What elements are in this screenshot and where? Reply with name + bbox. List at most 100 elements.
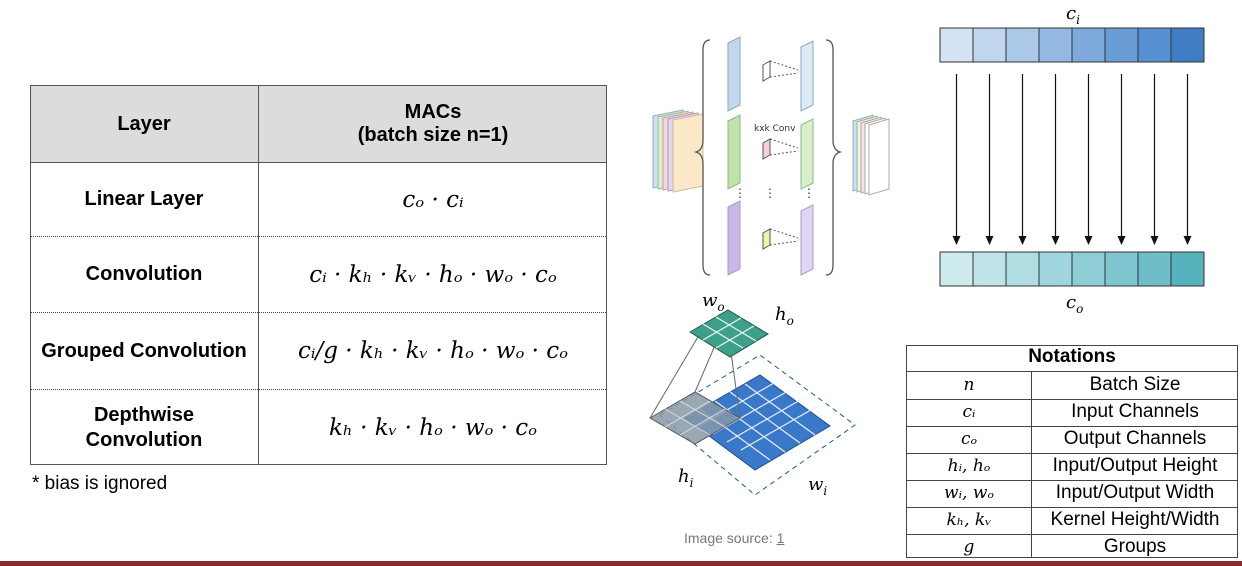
notation-symbol: n [963,375,975,395]
channel-arrowhead [1018,236,1027,245]
macs-table-divider [258,85,259,465]
label-c-i: ci [1066,3,1080,27]
row-separator [31,312,606,313]
footnote: * bias is ignored [32,473,168,494]
header-layer: Layer [117,112,171,135]
output-feature-stack [852,114,890,196]
notation-symbol: cₒ [960,429,978,449]
input-channel-cell [1104,27,1139,63]
notation-description: Input/Output Height [1052,455,1218,476]
formula-grouped-convolution: cᵢ/g · kₕ · kᵥ · hₒ · wₒ · cₒ [297,338,568,364]
channel-arrowhead [1051,236,1060,245]
formula-linear: cₒ · cᵢ [402,186,464,213]
channel-arrowhead [1117,236,1126,245]
notation-symbol: wᵢ, wₒ [944,483,994,503]
macs-table-header [30,85,607,163]
input-channels [939,27,1205,63]
input-channel-cell [1170,27,1205,63]
notation-symbol: cᵢ [962,402,976,422]
channel-arrowhead [1084,236,1093,245]
kernel-1 [762,60,799,82]
label-w-o: wo [702,290,725,314]
input-channel-cell [972,27,1007,63]
notations-divider [1031,372,1032,558]
notation-description: Input/Output Width [1055,482,1215,503]
notations-row-rule [907,399,1237,400]
notation-symbol: hᵢ, hₒ [947,456,991,476]
input-channel-cell [1005,27,1040,63]
padding-outline [659,354,856,496]
svg-text:⋮: ⋮ [734,186,746,200]
output-slice-purple [800,204,814,276]
image-source: Image source: 1 [684,530,784,546]
layer-depthwise-convolution: Depthwise Convolution [30,390,258,465]
label-c-o: co [1066,292,1083,316]
notations-row-rule [907,426,1237,427]
layer-convolution: Convolution [85,263,203,285]
channel-arrowhead [1150,236,1159,245]
left-brace [693,39,711,276]
notations-table [906,345,1238,558]
label-w-i: wi [808,474,827,498]
group-slice-purple [727,200,741,276]
right-brace [825,39,843,276]
formula-convolution: cᵢ · kₕ · kᵥ · hₒ · wₒ · cₒ [309,261,557,288]
input-feature-stack [652,109,704,193]
channel-arrowhead [1183,236,1192,245]
layer-grouped-convolution: Grouped Convolution [41,339,247,362]
svg-text:⋮: ⋮ [764,186,776,200]
bottom-accent-bar [0,561,1242,566]
row-separator [31,389,606,390]
group-slice-green [727,114,741,190]
output-channel-cell [1005,251,1040,287]
channel-arrows [952,74,1192,245]
channel-diagram: ci co [939,3,1205,316]
output-channel-cell [1137,251,1172,287]
output-channel-cell [939,251,974,287]
channel-arrowhead [985,236,994,245]
label-h-o: ho [775,304,794,328]
notations-row-rule [907,480,1237,481]
output-slice-blue [800,40,814,112]
header-macs-line1: MACs [404,101,462,123]
grouped-conv-diagram: ⋮ kxk Conv ⋮ ⋮ [652,36,890,276]
notation-description: Kernel Height/Width [1050,509,1220,530]
kernel-3 [762,228,799,250]
output-channel-cell [1170,251,1205,287]
channel-arrowhead [952,236,961,245]
input-channel-cell [1038,27,1073,63]
output-channel-cell [1038,251,1073,287]
input-channel-cell [1137,27,1172,63]
output-channel-cell [1104,251,1139,287]
layer-depthwise-line1: Depthwise [93,403,195,426]
kernel-2 [762,138,799,160]
notation-description: Groups [1103,536,1167,557]
macs-table-body [30,162,607,465]
notations-rule [907,371,1237,372]
conv-label: kxk Conv [754,124,796,134]
svg-text:⋮: ⋮ [803,186,815,200]
row-separator [31,236,606,237]
formula-depthwise-convolution: kₕ · kᵥ · hₒ · wₒ · cₒ [328,414,538,441]
notation-description: Output Channels [1063,428,1207,449]
image-source-link[interactable]: 1 [776,530,785,546]
notations-row-rule [907,453,1237,454]
notation-symbol: kₕ, kᵥ [946,510,992,530]
notation-symbol: g [963,537,975,557]
output-grid [689,309,769,358]
image-source-prefix: Image source: [684,530,777,546]
notation-description: Input Channels [1071,401,1199,422]
notation-description: Batch Size [1089,374,1181,395]
header-macs-line2: (batch size n=1) [357,124,509,146]
output-channel-cell [972,251,1007,287]
notations-row-rule [907,507,1237,508]
group-slice-blue [727,36,741,112]
output-channels [939,251,1205,287]
input-channel-cell [939,27,974,63]
header-macs: MACs (batch size n=1) [259,85,607,163]
input-grid [684,374,831,471]
output-slice-green [800,118,814,190]
notations-row-rule [907,534,1237,535]
output-channel-cell [1071,251,1106,287]
notations-title: Notations [1028,346,1116,367]
